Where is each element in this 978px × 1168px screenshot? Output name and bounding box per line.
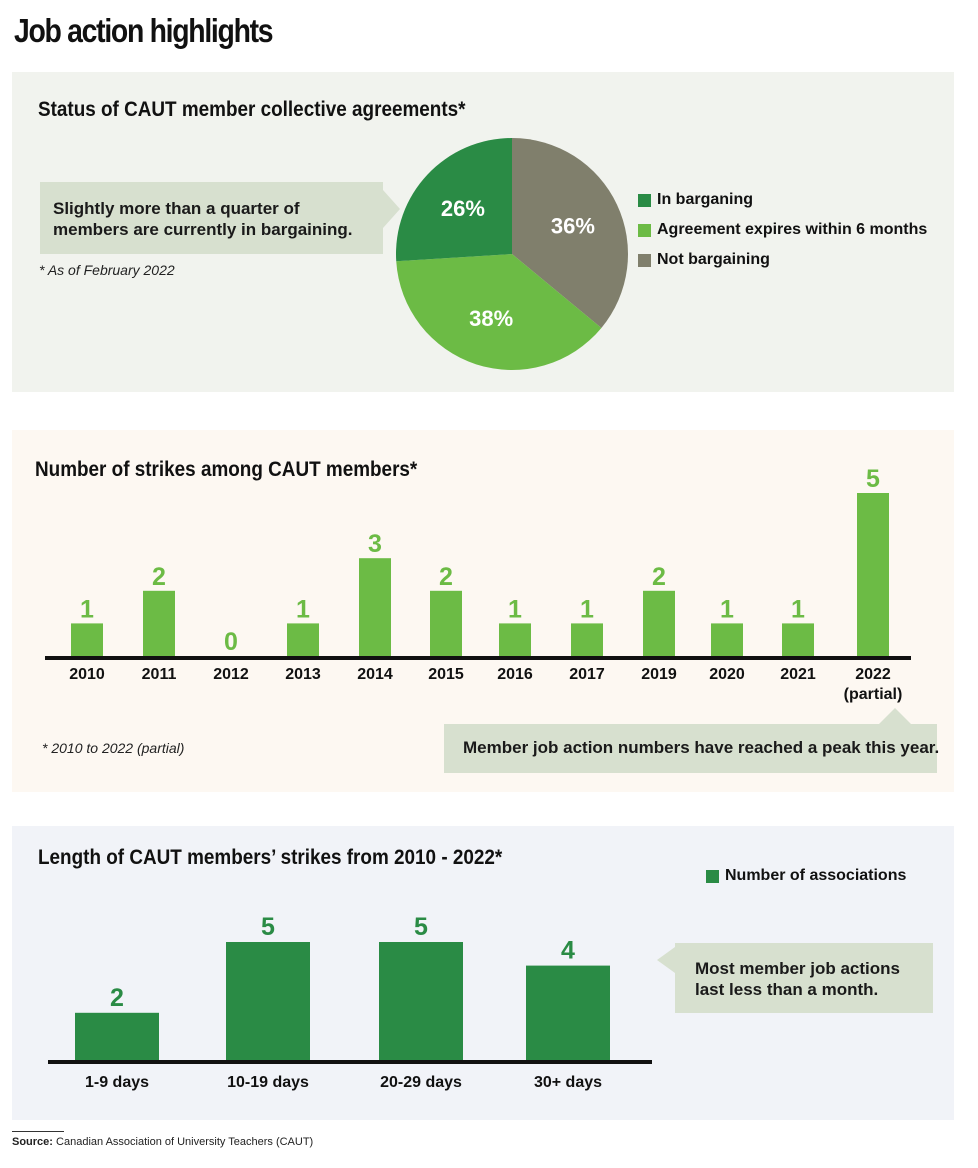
x-tick-label: 2011 xyxy=(142,666,177,683)
source-label: Source: xyxy=(12,1136,53,1148)
bar xyxy=(379,942,463,1060)
length-title: Length of CAUT members’ strikes from 201… xyxy=(38,846,503,869)
bar xyxy=(226,942,310,1060)
bar-value-label: 2 xyxy=(152,563,166,591)
x-tick-label: 2014 xyxy=(357,666,393,683)
bar-value-label: 1 xyxy=(296,595,310,623)
strikes-callout-text: Member job action numbers have reached a… xyxy=(463,738,940,757)
bar xyxy=(71,623,103,656)
pie-legend: In barganing Agreement expires within 6 … xyxy=(638,185,927,275)
bar-value-label: 5 xyxy=(866,465,880,493)
bar xyxy=(526,965,610,1060)
bar-value-label: 1 xyxy=(508,595,522,623)
x-tick-label: 2013 xyxy=(285,666,321,683)
x-axis xyxy=(45,656,911,660)
legend-label: In barganing xyxy=(657,191,753,208)
agreements-panel: Status of CAUT member collective agreeme… xyxy=(12,72,954,392)
x-tick-label: 2012 xyxy=(213,666,249,683)
legend-swatch xyxy=(638,223,651,237)
source-text: Canadian Association of University Teach… xyxy=(56,1136,314,1148)
bar-value-label: 1 xyxy=(580,595,594,623)
bar xyxy=(287,623,319,656)
pie-slice-label: 38% xyxy=(469,306,513,331)
bar-value-label: 0 xyxy=(224,628,238,656)
pie-slice xyxy=(396,254,602,370)
bar xyxy=(643,590,675,656)
strikes-title: Number of strikes among CAUT members* xyxy=(35,458,418,481)
bar-value-label: 1 xyxy=(720,595,734,623)
length-legend: Number of associations xyxy=(706,861,906,891)
x-tick-label: 2010 xyxy=(69,666,105,683)
bar xyxy=(782,623,814,656)
pie-slice xyxy=(512,138,628,328)
x-tick-label: 10-19 days xyxy=(227,1074,309,1091)
bar-value-label: 5 xyxy=(261,913,275,941)
bar-value-label: 5 xyxy=(414,913,428,941)
legend-item-associations: Number of associations xyxy=(706,861,906,891)
bar xyxy=(430,590,462,656)
x-tick-label: 2015 xyxy=(428,666,464,683)
bar xyxy=(359,558,391,656)
x-tick-label: 1-9 days xyxy=(85,1074,149,1091)
bar-value-label: 3 xyxy=(368,530,382,558)
strikes-panel: Number of strikes among CAUT members* 1 2… xyxy=(12,430,954,792)
x-tick-label: 2017 xyxy=(569,666,605,683)
x-tick-label: 2016 xyxy=(497,666,533,683)
x-axis xyxy=(48,1060,652,1064)
source-rule xyxy=(12,1131,64,1132)
bar-value-label: 1 xyxy=(80,595,94,623)
callout-arrow xyxy=(657,947,675,973)
legend-swatch xyxy=(638,253,651,267)
bar xyxy=(75,1012,159,1060)
legend-swatch xyxy=(638,193,651,207)
x-tick-label: 2021 xyxy=(780,666,816,683)
bar-value-label: 2 xyxy=(652,563,666,591)
agreements-title: Status of CAUT member collective agreeme… xyxy=(38,98,466,121)
callout-arrow xyxy=(383,190,400,228)
bar-value-label: 1 xyxy=(791,595,805,623)
strikes-bar-chart: 1 2010 2 2011 0 2012 1 2013 3 2014 2 2015 1 2016 1 2017… xyxy=(45,465,911,703)
legend-item-expires: Agreement expires within 6 months xyxy=(638,215,927,245)
agreements-callout: Slightly more than a quarter of members … xyxy=(40,182,383,254)
x-tick-label: 2022 (partial) xyxy=(844,666,903,703)
pie-slice-label: 26% xyxy=(441,196,485,221)
pie-chart: 36% 38% 26% xyxy=(396,138,628,370)
strikes-callout: Member job action numbers have reached a… xyxy=(444,724,940,773)
bar xyxy=(711,623,743,656)
bar xyxy=(857,493,889,656)
legend-swatch xyxy=(706,869,719,883)
length-callout-text: Most member job actions last less than a… xyxy=(695,959,900,999)
bar xyxy=(571,623,603,656)
x-tick-label: 2020 xyxy=(709,666,745,683)
strikes-footnote: * 2010 to 2022 (partial) xyxy=(42,740,185,756)
legend-item-in-bargaining: In barganing xyxy=(638,185,927,215)
length-bar-chart: 2 1-9 days 5 10-19 days 5 20-29 days 4 30+ days xyxy=(48,913,652,1091)
bar xyxy=(143,590,175,656)
legend-label: Not bargaining xyxy=(657,251,770,268)
legend-item-not-bargaining: Not bargaining xyxy=(638,245,927,275)
legend-label: Agreement expires within 6 months xyxy=(657,221,928,238)
bar-value-label: 4 xyxy=(561,937,575,965)
length-panel: Length of CAUT members’ strikes from 201… xyxy=(12,826,954,1120)
bar-value-label: 2 xyxy=(439,563,453,591)
callout-arrow xyxy=(878,708,912,725)
agreements-callout-text: Slightly more than a quarter of members … xyxy=(53,199,353,239)
agreements-footnote: * As of February 2022 xyxy=(39,262,175,278)
page-title: Job action highlights xyxy=(14,12,274,49)
source-note: Source: Canadian Association of Universi… xyxy=(12,1136,313,1148)
pie-slice xyxy=(396,138,512,262)
length-callout: Most member job actions last less than a… xyxy=(675,943,933,1013)
bar xyxy=(499,623,531,656)
legend-label: Number of associations xyxy=(725,867,907,884)
x-tick-label: 2019 xyxy=(641,666,677,683)
pie-slice-label: 36% xyxy=(551,213,595,238)
bar-value-label: 2 xyxy=(110,984,124,1012)
x-tick-label: 20-29 days xyxy=(380,1074,462,1091)
x-tick-label: 30+ days xyxy=(534,1074,602,1091)
